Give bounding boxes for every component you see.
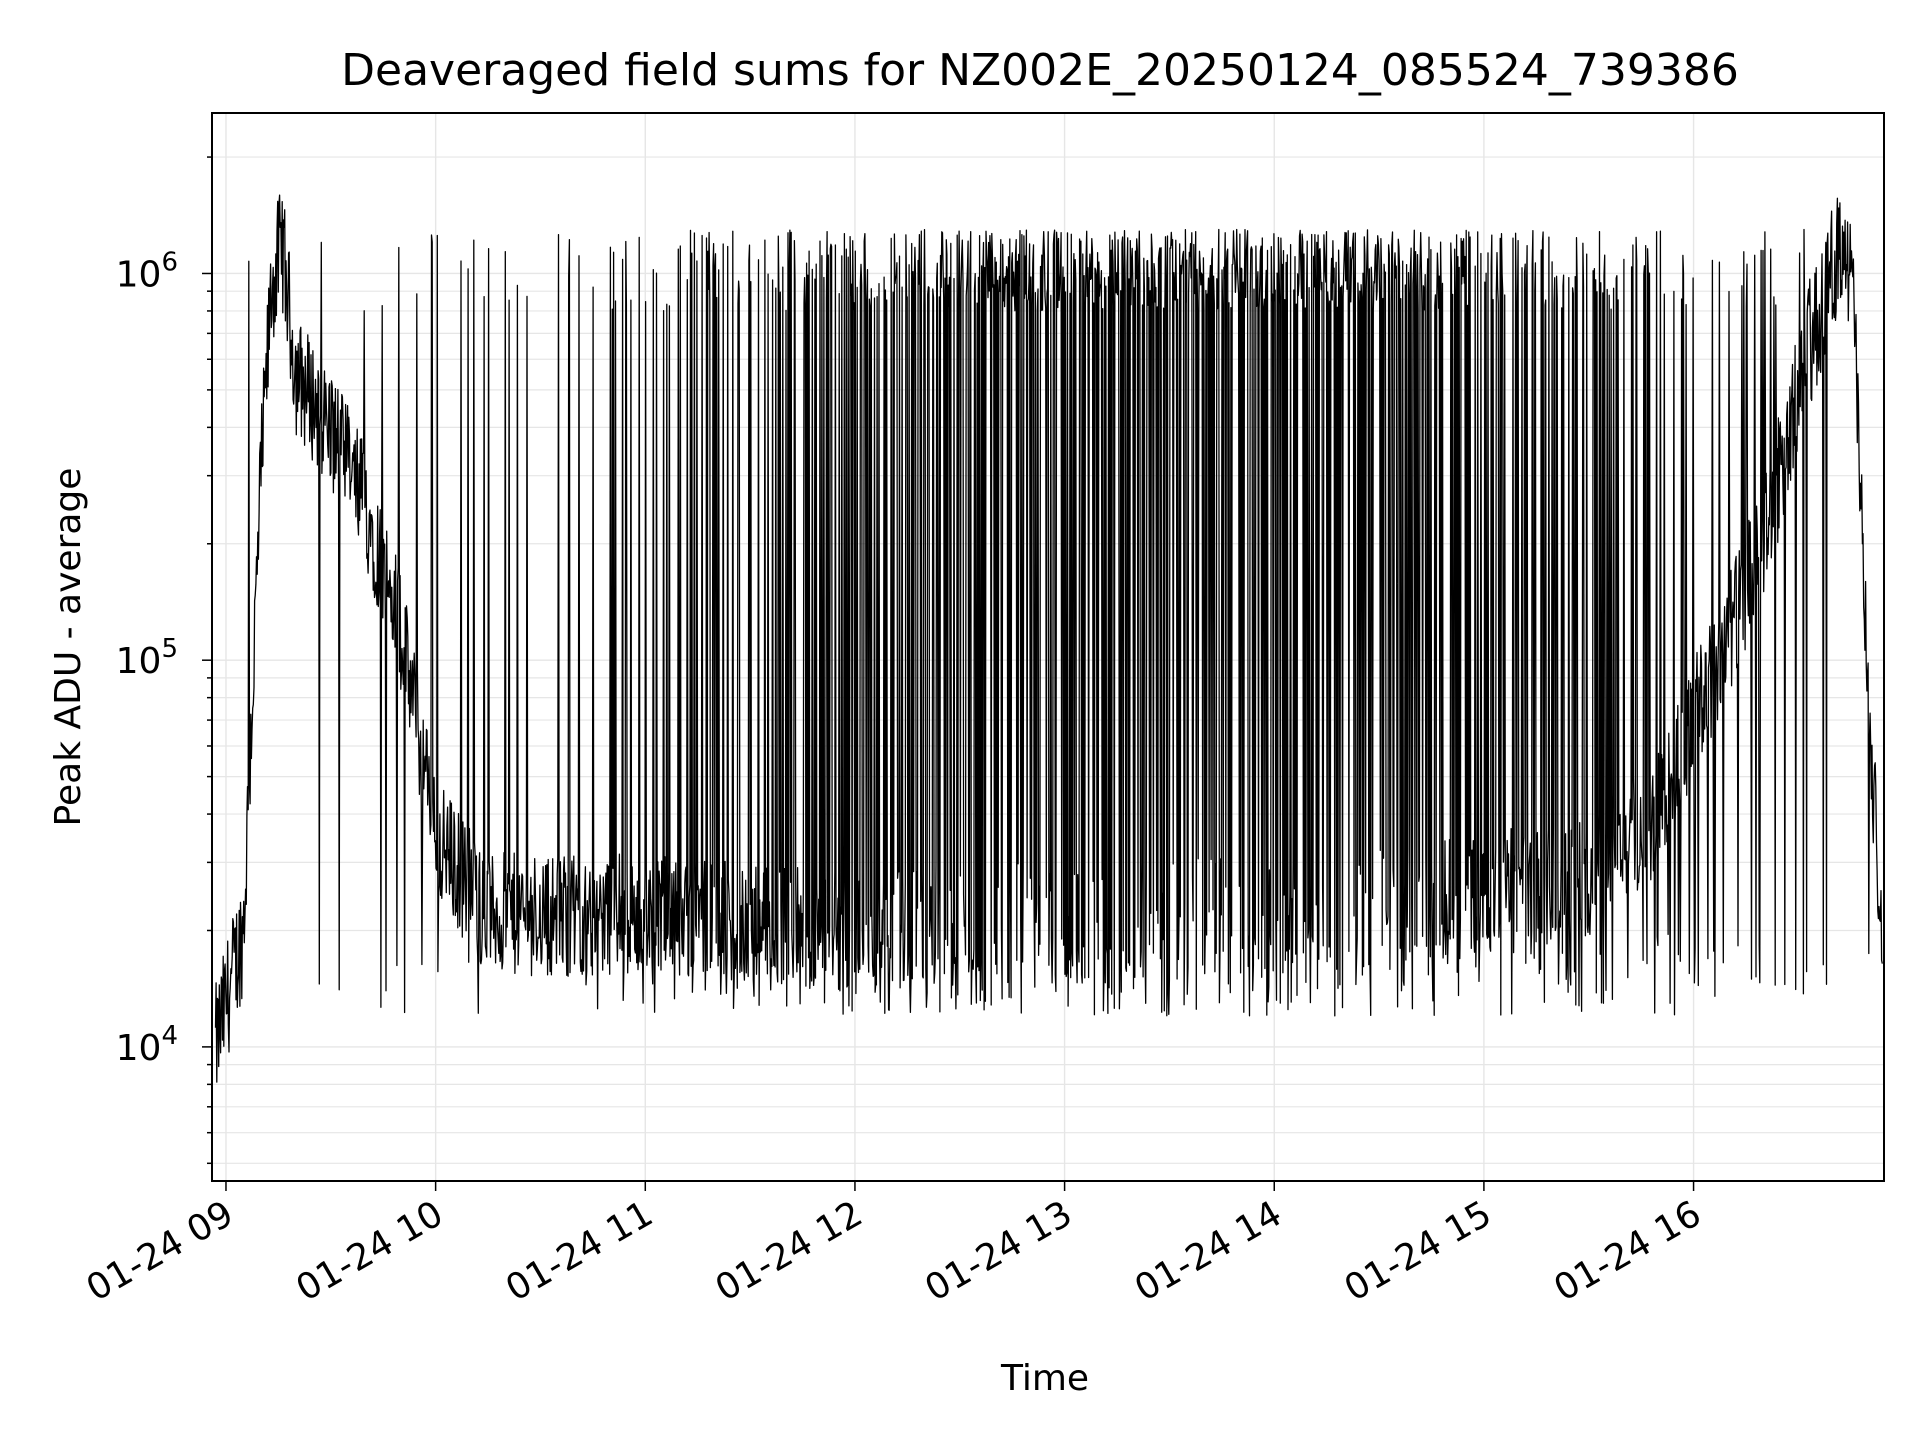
- y-tick-label: 105: [116, 634, 178, 682]
- chart-title: Deaveraged field sums for NZ002E_2025012…: [341, 45, 1739, 96]
- y-axis-label: Peak ADU - average: [48, 468, 89, 827]
- y-tick-label: 106: [116, 247, 178, 295]
- y-axis: 104 105 106: [116, 156, 212, 1165]
- plot-area: [214, 194, 1883, 1083]
- y-tick-label: 104: [116, 1021, 178, 1069]
- plot-frame: [211, 112, 1885, 1182]
- x-axis-label: Time: [1000, 1358, 1089, 1399]
- series-line: [214, 194, 1883, 1083]
